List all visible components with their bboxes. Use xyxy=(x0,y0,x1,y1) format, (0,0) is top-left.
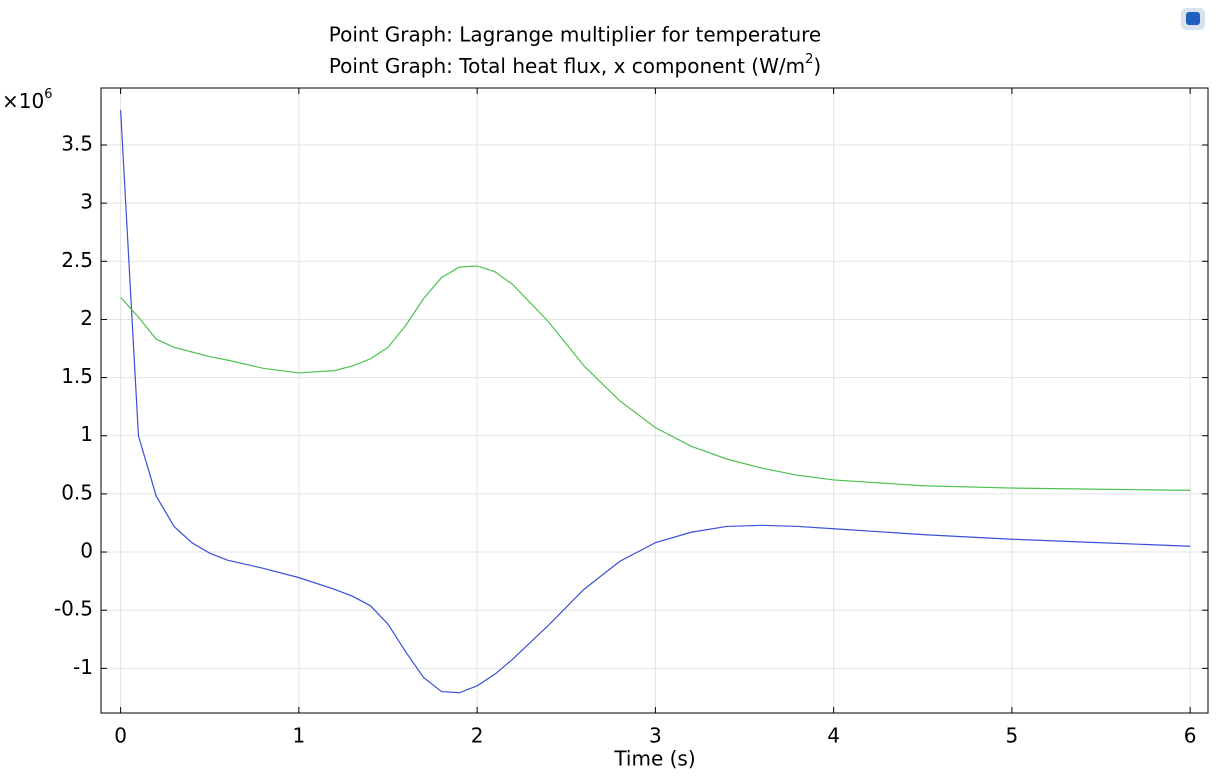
series-line xyxy=(120,265,1191,491)
x-axis-label: Time (s) xyxy=(613,747,695,771)
y-tick-label: 3.5 xyxy=(61,131,93,155)
y-tick-label: 3 xyxy=(80,190,93,214)
chart-subtitle: Point Graph: Total heat flux, x componen… xyxy=(329,52,821,78)
y-tick-label: -0.5 xyxy=(54,597,93,621)
multiplier-sup: 6 xyxy=(44,87,52,102)
y-tick-label: 2 xyxy=(80,306,93,330)
series-line xyxy=(120,110,1191,694)
plot-frame xyxy=(100,87,1209,714)
x-tick-label: 0 xyxy=(114,724,127,748)
subtitle-sup: 2 xyxy=(805,52,813,67)
icon-fg xyxy=(1186,12,1200,25)
y-tick-label: -1 xyxy=(73,655,93,679)
y-tick-label: 0.5 xyxy=(61,480,93,504)
y-tick-label: 2.5 xyxy=(61,248,93,272)
x-tick-label: 1 xyxy=(293,724,306,748)
subtitle-text: Point Graph: Total heat flux, x componen… xyxy=(329,54,805,78)
y-tick-label: 1 xyxy=(80,422,93,446)
multiplier-text: ×10 xyxy=(2,89,44,113)
x-tick-label: 3 xyxy=(649,724,662,748)
y-multiplier: ×106 xyxy=(2,87,53,113)
subtitle-tail: ) xyxy=(813,54,821,78)
x-tick-label: 6 xyxy=(1184,724,1197,748)
x-tick-label: 2 xyxy=(471,724,484,748)
chart-title: Point Graph: Lagrange multiplier for tem… xyxy=(329,23,821,47)
y-tick-label: 0 xyxy=(80,539,93,563)
x-tick-label: 4 xyxy=(827,724,840,748)
x-tick-label: 5 xyxy=(1006,724,1019,748)
app-icon xyxy=(1181,8,1205,30)
y-tick-label: 1.5 xyxy=(61,364,93,388)
